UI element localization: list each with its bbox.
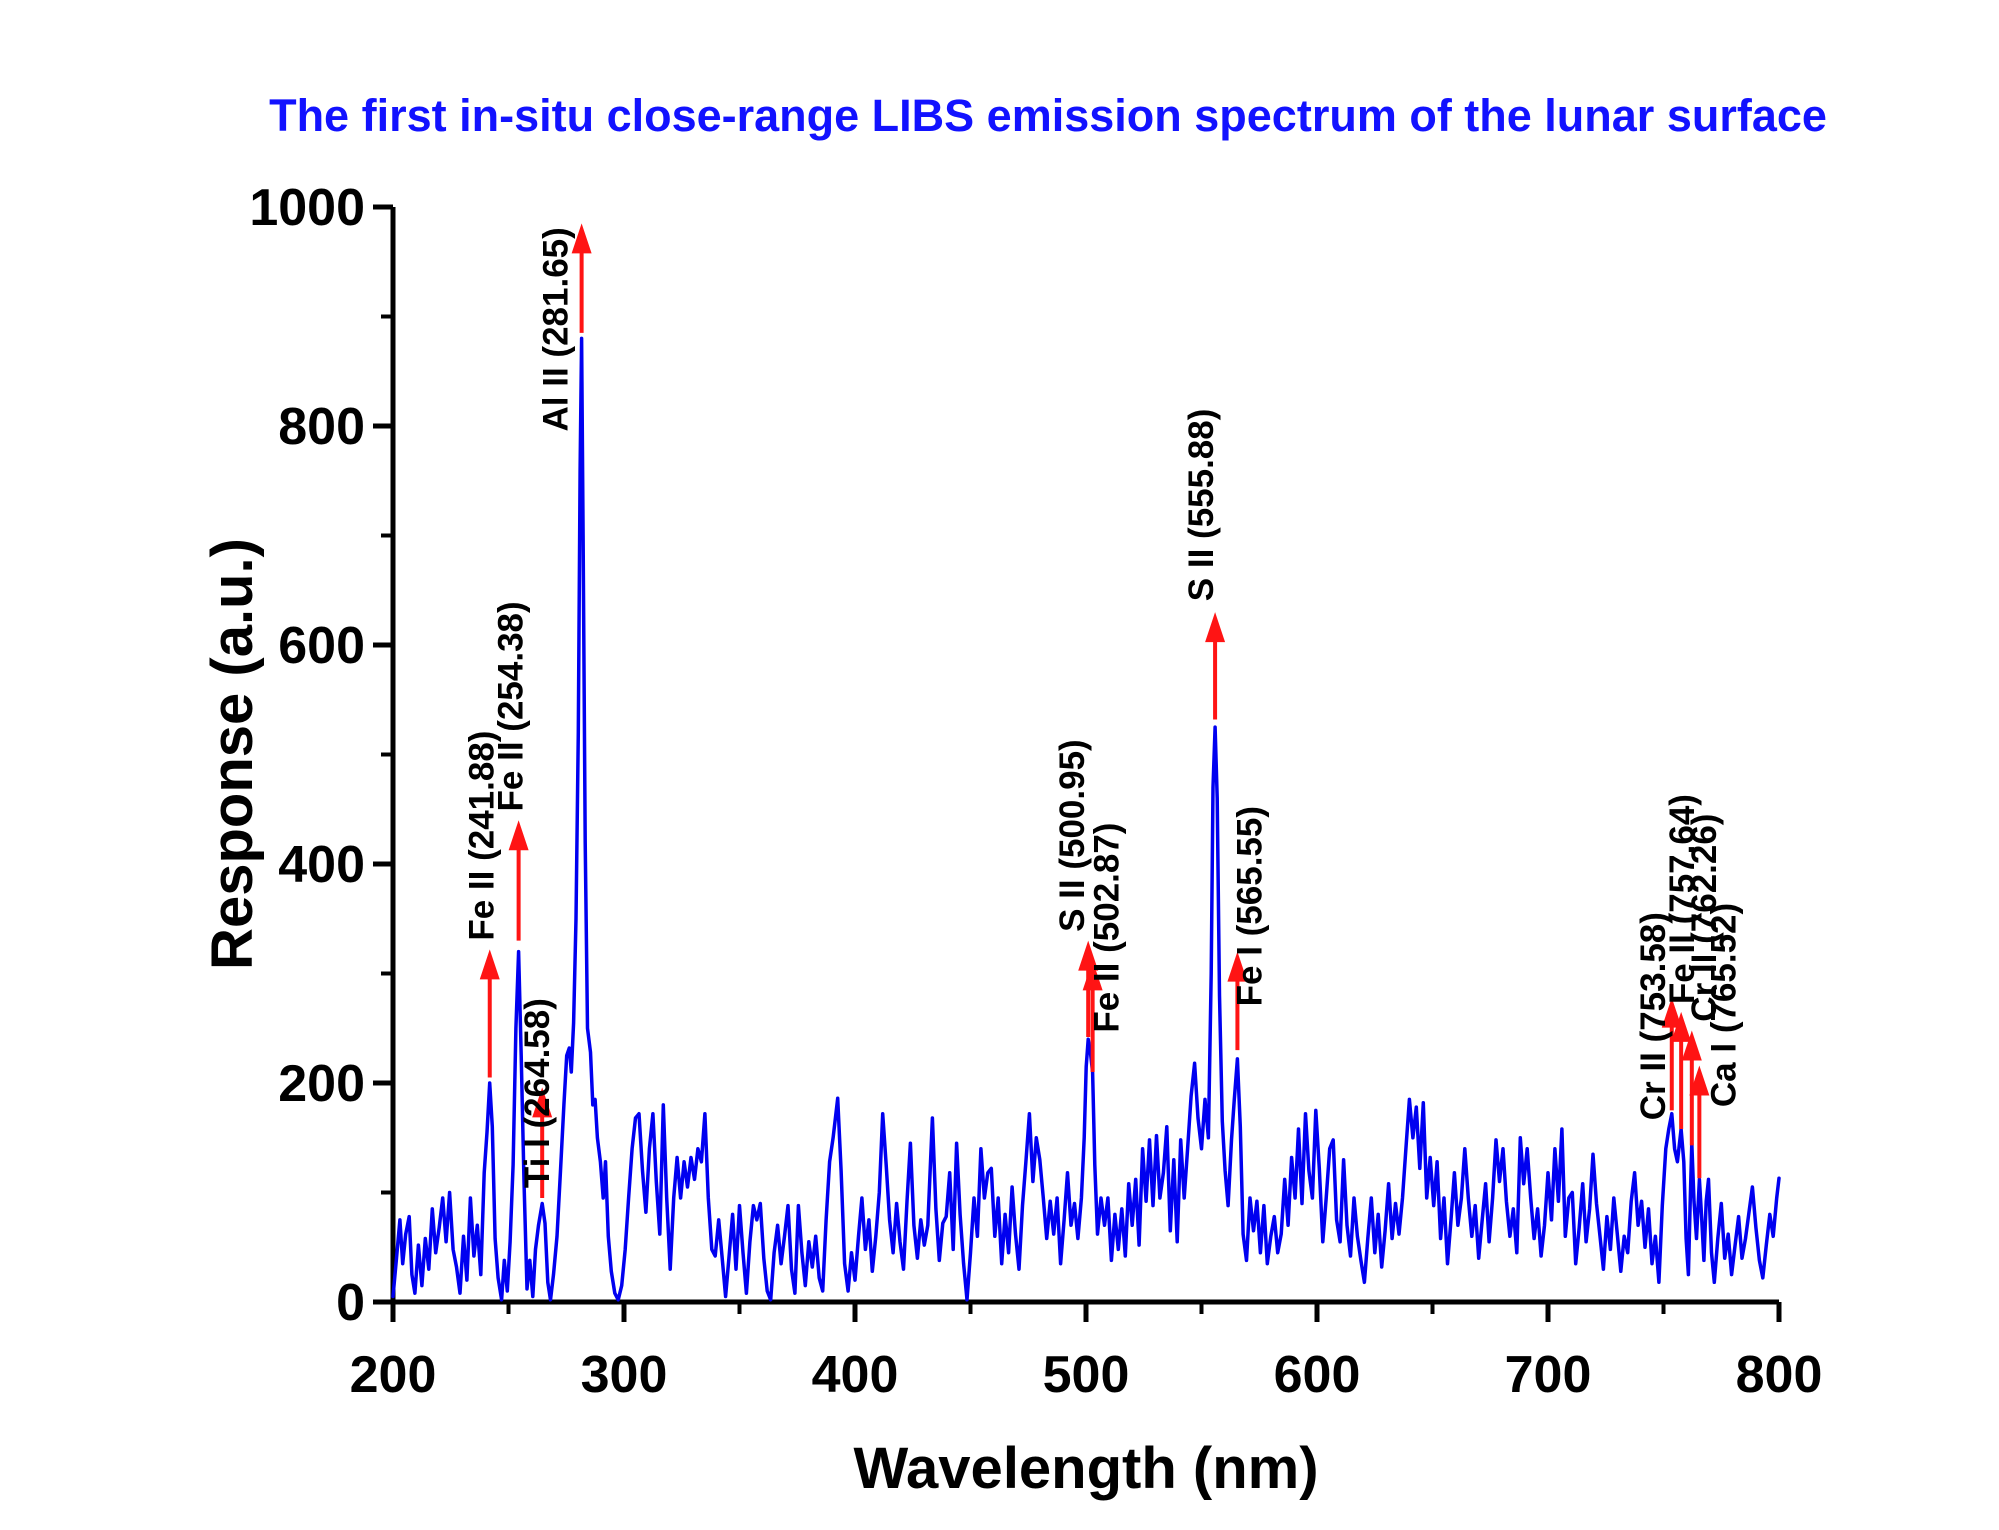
x-axis-title: Wavelength (nm) (853, 1436, 1318, 1501)
spectrum-line (391, 336, 1781, 1302)
peak-annotation: Fe II (757.64) (1663, 794, 1702, 1129)
y-tick-label: 800 (278, 398, 365, 456)
peak-arrow-head (508, 820, 529, 851)
peak-label: Fe I (565.55) (1230, 806, 1269, 1006)
chart-title: The first in-situ close-range LIBS emiss… (269, 90, 1827, 141)
peak-annotation: Cr II (753.58) (1634, 912, 1682, 1120)
peak-arrow-head (571, 223, 592, 254)
peak-annotation: Fe II (241.88) (463, 731, 502, 1078)
peak-label: Fe II (241.88) (463, 731, 502, 941)
x-tick-label: 700 (1505, 1346, 1592, 1404)
peak-label: Cr II (762.26) (1685, 814, 1724, 1022)
peak-annotation: Ca I (765.52) (1689, 903, 1743, 1179)
peak-arrow-head (1671, 1011, 1692, 1042)
peak-arrow-head (479, 949, 500, 980)
x-tick-label: 200 (350, 1346, 437, 1404)
peak-annotation: S II (555.88) (1182, 409, 1226, 720)
peak-label: Fe II (254.38) (492, 601, 531, 811)
y-tick-label: 200 (278, 1055, 365, 1113)
peak-arrow-head (532, 1087, 553, 1118)
spectrum-polyline (391, 336, 1781, 1302)
y-tick-label: 600 (278, 617, 365, 675)
x-tick-label: 300 (581, 1346, 668, 1404)
peak-annotation: Al II (281.65) (537, 223, 592, 431)
x-tick-label: 600 (1274, 1346, 1361, 1404)
peak-annotation: Fe II (254.38) (492, 601, 531, 941)
peak-label: Ca I (765.52) (1704, 903, 1743, 1107)
y-tick-label: 0 (336, 1274, 365, 1332)
x-tick-label: 500 (1043, 1346, 1130, 1404)
peak-annotations: Fe II (241.88)Fe II (254.38) Ti I (264.58… (463, 223, 1743, 1198)
x-tick-label: 800 (1736, 1346, 1823, 1404)
peak-label: Cr II (753.58) (1634, 912, 1673, 1120)
y-axis-title: Response (a.u.) (200, 538, 265, 970)
peak-arrow-head (1082, 960, 1103, 991)
peak-arrow-head (1205, 612, 1226, 643)
peak-annotation: Ti I (264.58) (518, 998, 557, 1198)
peak-label: S II (555.88) (1182, 409, 1221, 602)
peak-arrow-head (1227, 951, 1248, 982)
peak-label: Fe II (502.87) (1088, 823, 1127, 1033)
axes: 200 300 400 500 600 700 800 0 200 400 600 800 1000 (249, 179, 1822, 1404)
peak-label: Ti I (264.58) (518, 998, 557, 1188)
peak-annotation: Cr II (762.26) (1681, 814, 1724, 1146)
y-tick-label: 400 (278, 836, 365, 894)
peak-label: Fe II (757.64) (1663, 794, 1702, 1004)
y-tick-label: 1000 (249, 179, 365, 237)
peak-annotation: Fe I (565.55) (1227, 806, 1269, 1051)
peak-label: Al II (281.65) (537, 227, 576, 431)
peak-annotation: S II (500.95) (1053, 739, 1099, 1038)
peak-annotation: Fe II (502.87) (1082, 823, 1127, 1073)
peak-label: S II (500.95) (1053, 739, 1092, 932)
x-tick-label: 400 (812, 1346, 899, 1404)
peak-arrow-head (1681, 1030, 1702, 1061)
peak-arrow-head (1689, 1065, 1710, 1096)
peak-arrow-head (1661, 997, 1682, 1028)
